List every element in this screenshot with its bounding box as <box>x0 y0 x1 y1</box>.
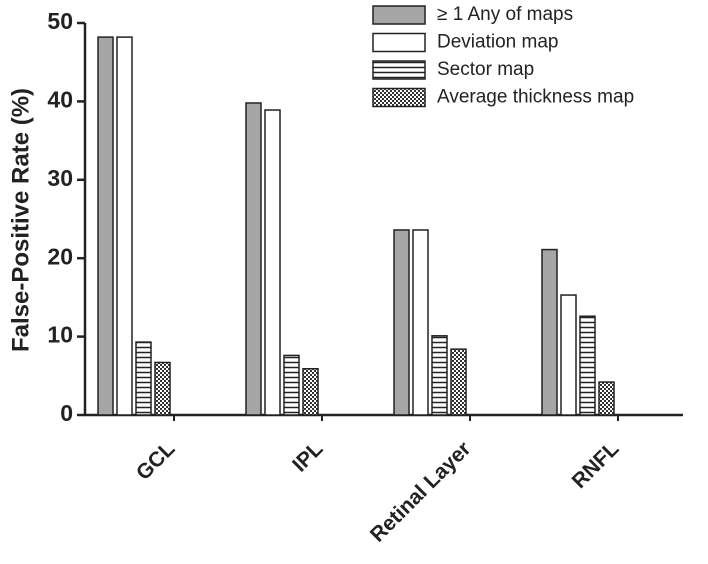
legend-label: Deviation map <box>437 32 558 53</box>
bar <box>431 335 448 416</box>
bar <box>302 367 319 416</box>
legend-swatch <box>372 87 426 108</box>
bar <box>116 36 133 416</box>
legend-swatch <box>372 5 426 25</box>
bar <box>541 248 558 416</box>
legend-swatch <box>372 32 426 53</box>
bar <box>393 229 410 416</box>
legend-label: Average thickness map <box>437 87 634 108</box>
bar <box>412 229 429 416</box>
x-tick-label: GCL <box>132 437 180 485</box>
bar <box>245 102 262 416</box>
bar <box>450 348 467 416</box>
y-tick-label: 40 <box>47 86 73 112</box>
y-tick-label: 30 <box>47 165 73 191</box>
bar <box>97 36 114 416</box>
bar <box>135 341 152 416</box>
bar <box>154 361 171 416</box>
legend-label: Sector map <box>437 59 534 80</box>
x-tick-label: IPL <box>288 437 327 476</box>
x-tick-label: Retinal Layer <box>366 437 476 547</box>
bar <box>283 354 300 416</box>
legend-label: ≥ 1 Any of maps <box>437 4 573 25</box>
y-tick-label: 20 <box>47 243 73 269</box>
y-tick-label: 0 <box>60 400 73 426</box>
bar <box>579 315 596 416</box>
x-tick-label: RNFL <box>568 437 624 493</box>
bar <box>264 109 281 416</box>
bar <box>598 381 615 416</box>
y-axis-label: False-Positive Rate (%) <box>7 88 34 352</box>
y-tick-label: 50 <box>47 8 73 34</box>
bar <box>560 294 577 416</box>
legend-swatch <box>372 60 426 80</box>
y-tick-label: 10 <box>47 322 73 348</box>
